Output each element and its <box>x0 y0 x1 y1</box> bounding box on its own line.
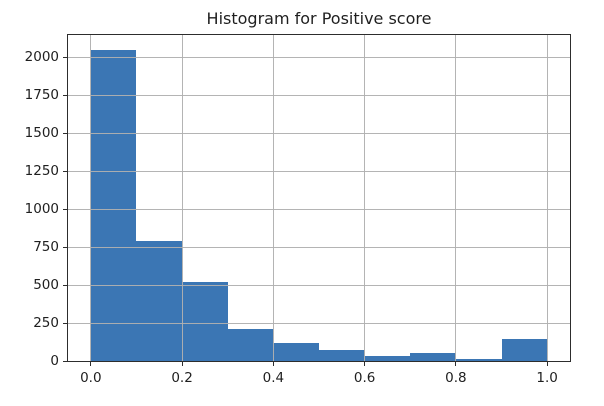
x-tick-label: 0.6 <box>353 370 376 386</box>
histogram-bar <box>364 355 411 361</box>
y-tick-label: 1500 <box>24 125 59 142</box>
y-tick-label: 1750 <box>24 87 59 104</box>
histogram-bar <box>90 50 137 361</box>
x-tick-label: 1.0 <box>536 370 558 386</box>
x-tick-label: 0.8 <box>445 370 467 386</box>
y-gridline <box>68 132 570 134</box>
x-tick-mark <box>90 362 92 366</box>
y-tick-mark <box>63 132 67 134</box>
y-tick-label: 2000 <box>24 49 59 66</box>
histogram-bar <box>273 342 319 361</box>
plot-area <box>67 34 571 362</box>
x-tick-label: 0.2 <box>171 370 193 386</box>
histogram-bar <box>455 358 502 361</box>
y-gridline <box>68 284 570 286</box>
y-tick-label: 500 <box>33 277 59 294</box>
x-gridline <box>90 35 92 361</box>
histogram-bar <box>136 241 183 361</box>
x-gridline <box>181 35 183 361</box>
x-tick-mark <box>272 362 274 366</box>
x-gridline <box>455 35 457 361</box>
y-tick-mark <box>63 284 67 286</box>
x-tick-label: 0.0 <box>80 370 102 386</box>
bars-layer <box>68 35 570 361</box>
y-tick-label: 250 <box>33 315 59 332</box>
x-gridline <box>546 35 548 361</box>
x-gridline <box>364 35 366 361</box>
y-gridline <box>68 56 570 58</box>
histogram-bar <box>410 352 456 361</box>
x-tick-label: 0.4 <box>262 370 285 386</box>
y-tick-mark <box>63 56 67 58</box>
grid-layer <box>68 35 570 361</box>
y-tick-label: 0 <box>50 353 59 369</box>
histogram-bar <box>319 349 365 361</box>
histogram-bar <box>182 282 228 361</box>
histogram-bar <box>501 338 548 361</box>
y-gridline <box>68 246 570 248</box>
y-tick-mark <box>63 94 67 96</box>
y-tick-mark <box>63 208 67 210</box>
y-tick-label: 750 <box>33 239 59 256</box>
y-tick-mark <box>63 170 67 172</box>
x-gridline <box>272 35 274 361</box>
y-gridline <box>68 94 570 96</box>
x-tick-mark <box>181 362 183 366</box>
y-tick-label: 1250 <box>24 163 59 180</box>
y-gridline <box>68 170 570 172</box>
y-gridline <box>68 322 570 324</box>
y-tick-mark <box>63 322 67 324</box>
x-tick-mark <box>546 362 548 366</box>
y-tick-label: 1000 <box>24 201 59 218</box>
histogram-bar <box>227 329 274 361</box>
x-tick-mark <box>455 362 457 366</box>
y-tick-mark <box>63 246 67 248</box>
chart-title: Histogram for Positive score <box>206 9 432 28</box>
x-tick-mark <box>364 362 366 366</box>
y-tick-mark <box>63 360 67 362</box>
y-gridline <box>68 208 570 210</box>
